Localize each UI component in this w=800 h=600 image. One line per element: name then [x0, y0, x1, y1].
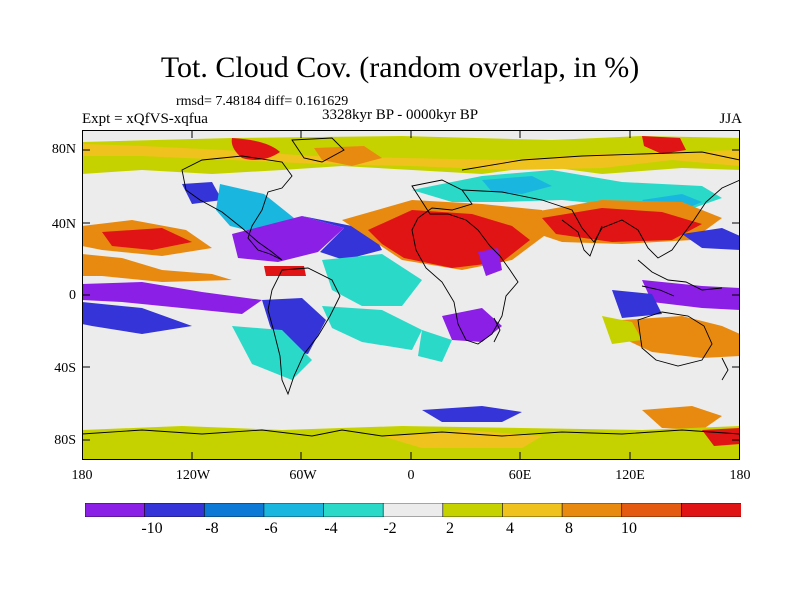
field-pacific-sub-blue [82, 302, 192, 334]
field-samerica-cyan [232, 326, 312, 380]
field-north-atlantic-orange [314, 146, 382, 166]
colorbar-swatch [681, 503, 741, 517]
coast-india [561, 219, 603, 257]
map-ticks [82, 130, 740, 460]
rmsd-diff-stats: rmsd= 7.48184 diff= 0.161629 [176, 94, 349, 109]
colorbar-swatch [85, 503, 146, 517]
lat-label-40n: 40N [51, 217, 76, 232]
field-southern-ocean-blue [422, 406, 522, 422]
chart-title: Tot. Cloud Cov. (random overlap, in %) [160, 51, 640, 84]
field-sahel-purple [478, 248, 502, 276]
lat-label-0: 0 [69, 288, 76, 303]
colorbar-swatch [323, 503, 384, 517]
field-safrica-cyan [418, 330, 452, 362]
lon-label-180w: 180 [71, 468, 93, 483]
colorbar-label: 8 [565, 520, 573, 537]
field-australia-orange [622, 316, 740, 358]
coast-madagascar [493, 317, 501, 343]
field-australia-yellow [602, 316, 642, 344]
colorbar-label: -8 [205, 520, 219, 537]
cloud-cover-anomaly-map [82, 130, 740, 460]
field-pacific-ne-red [102, 228, 192, 250]
colorbar-swatch [561, 503, 623, 517]
colorbar-swatch [263, 503, 325, 517]
field-west-pacific-blue [682, 228, 740, 250]
coast-southeast-asia [637, 259, 723, 297]
coast-greenland [291, 137, 345, 163]
colorbar-label: -10 [141, 520, 163, 537]
colorbar [85, 503, 741, 517]
field-maritime-purple [642, 280, 740, 310]
lon-label-0: 0 [407, 468, 415, 483]
lon-label-120e: 120E [615, 468, 645, 483]
field-greenland-red [231, 138, 280, 160]
colorbar-label: -2 [383, 520, 397, 537]
lat-label-40s: 40S [54, 361, 76, 376]
colorbar-swatch [382, 503, 444, 517]
field-pacific-south-orange [82, 254, 232, 282]
lon-label-180e: 180 [729, 468, 751, 483]
colorbar-label: 4 [506, 520, 514, 537]
field-pacific-tropical-purple [82, 282, 262, 314]
coast-new-zealand [721, 357, 729, 381]
colorbar-swatch [442, 503, 504, 517]
field-india-red [542, 208, 702, 242]
coast-antarctica [82, 429, 740, 437]
coastlines [82, 137, 740, 437]
lat-label-80n: 80N [51, 142, 76, 157]
field-maritime-blue [612, 290, 662, 318]
colorbar-swatch [502, 503, 563, 517]
lon-label-120w: 120W [175, 468, 211, 483]
colorbar-swatch [203, 503, 265, 517]
field-southern-ocean-orange [642, 406, 722, 430]
coast-south-america [267, 267, 341, 396]
field-antarctic-red [702, 428, 740, 446]
colorbar-label: -6 [264, 520, 278, 537]
experiment-label: Expt = xQfVS-xqfua [82, 111, 208, 127]
field-siberia-red [642, 136, 686, 154]
field-tropical-atlantic-cyan [322, 254, 422, 306]
period-label: 3328kyr BP - 0000kyr BP [322, 107, 479, 123]
anomaly-fields [82, 136, 740, 460]
colorbar-label: -4 [324, 520, 338, 537]
colorbar-swatch [144, 503, 205, 517]
field-namerica-blue [182, 182, 222, 204]
lat-label-80s: 80S [54, 433, 76, 448]
coast-australia [637, 311, 713, 367]
field-eurasia-blue [482, 176, 552, 194]
season-label: JJA [719, 111, 742, 127]
lon-label-60e: 60E [508, 468, 532, 483]
colorbar-label: 10 [621, 520, 637, 537]
field-arctic-orange [82, 144, 740, 170]
colorbar-label: 2 [446, 520, 454, 537]
field-caribbean-red [264, 266, 306, 276]
coast-eurasia [461, 151, 740, 259]
lon-label-60w: 60W [289, 468, 317, 483]
field-namerica-cyan [216, 184, 294, 234]
colorbar-swatch [621, 503, 683, 517]
field-south-atlantic-cyan [322, 306, 422, 350]
field-antarctic-orange [382, 430, 542, 448]
coast-north-america [181, 155, 293, 261]
coast-europe-africa [411, 179, 519, 345]
field-caribbean-blue [302, 216, 382, 260]
